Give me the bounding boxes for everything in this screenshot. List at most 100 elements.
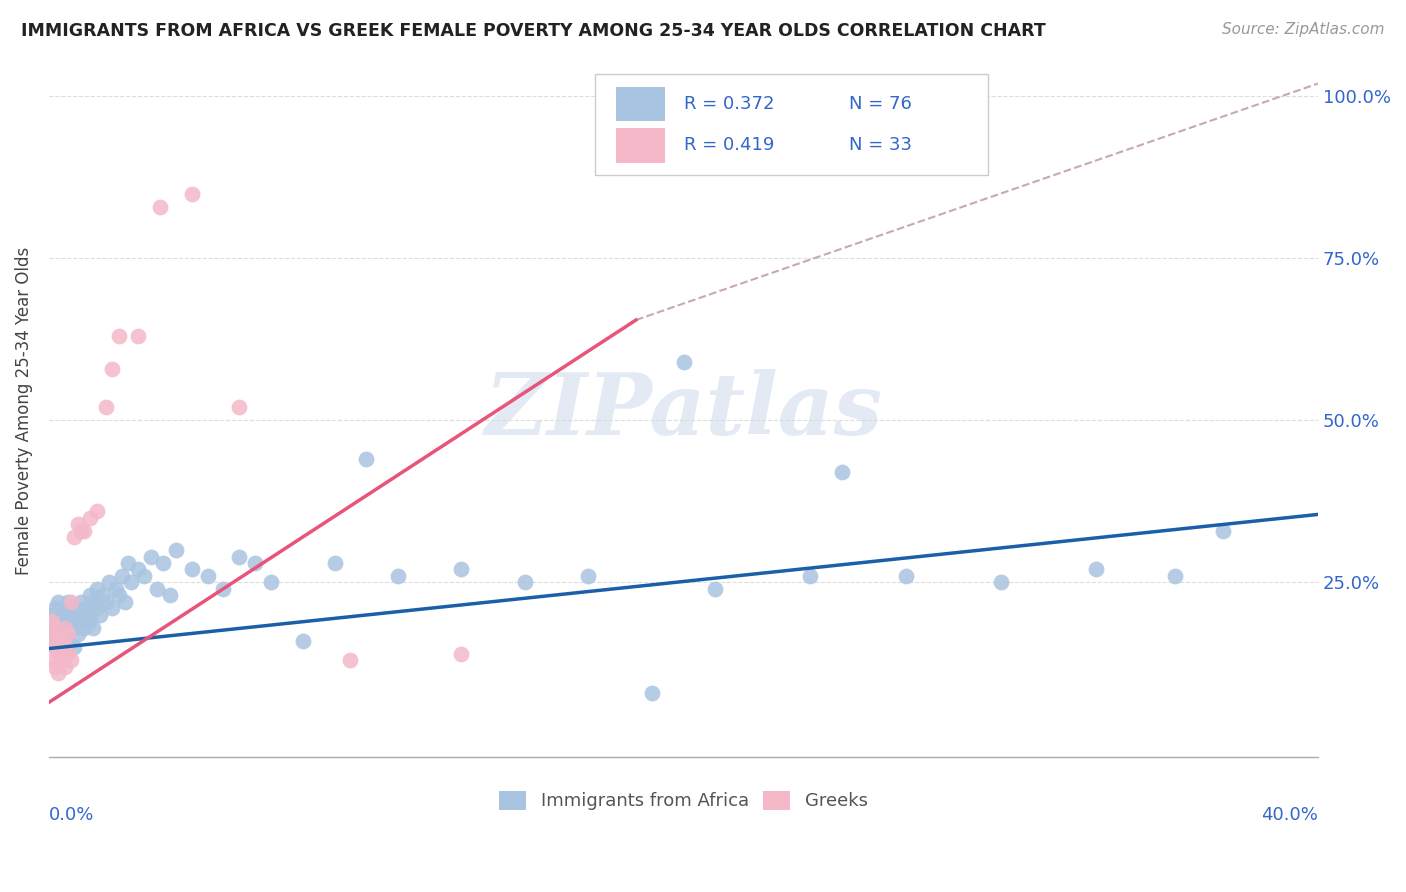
Point (260, 575, 283, 590)
Point (339, 653, 361, 667)
Point (450, 562, 472, 576)
Point (127, 329, 149, 343)
Point (799, 569, 821, 583)
Point (79, 615, 101, 629)
Point (86, 601, 108, 615)
Point (73, 601, 96, 615)
Point (48, 595, 70, 609)
Point (894, 569, 917, 583)
Text: Source: ZipAtlas.com: Source: ZipAtlas.com (1222, 22, 1385, 37)
Point (513, 575, 536, 590)
Point (73, 524, 96, 538)
Bar (616, 87, 665, 121)
Point (44, 601, 66, 615)
Point (66, 517, 89, 532)
Point (86, 504, 108, 518)
Point (82, 595, 104, 609)
Point (197, 569, 219, 583)
Point (82, 621, 104, 635)
Point (114, 595, 136, 609)
Point (48, 615, 70, 629)
Point (134, 569, 156, 583)
Point (91, 588, 114, 602)
Point (41, 615, 63, 629)
Point (51, 640, 73, 655)
Point (1164, 569, 1187, 583)
Text: ZIPatlas: ZIPatlas (485, 369, 883, 452)
Point (79, 510, 101, 524)
Point (41, 633, 63, 648)
Point (60, 601, 83, 615)
Point (94, 595, 117, 609)
Legend: Immigrants from Africa, Greeks: Immigrants from Africa, Greeks (492, 784, 875, 818)
Point (73, 621, 96, 635)
Point (89, 607, 111, 622)
Point (98, 575, 121, 590)
Point (101, 601, 124, 615)
Point (212, 582, 235, 596)
Point (44, 621, 66, 635)
Point (111, 569, 134, 583)
Point (53, 659, 76, 673)
Point (48, 627, 70, 641)
Point (44, 621, 66, 635)
Text: N = 76: N = 76 (849, 95, 911, 113)
Point (159, 588, 181, 602)
Point (76, 607, 98, 622)
Point (56, 647, 79, 661)
Point (121, 575, 143, 590)
Point (51, 653, 73, 667)
Point (60, 595, 83, 609)
Point (641, 685, 664, 699)
Point (66, 627, 89, 641)
Point (180, 562, 202, 576)
Point (48, 633, 70, 648)
Text: IMMIGRANTS FROM AFRICA VS GREEK FEMALE POVERTY AMONG 25-34 YEAR OLDS CORRELATION: IMMIGRANTS FROM AFRICA VS GREEK FEMALE P… (21, 22, 1046, 40)
Point (44, 659, 66, 673)
Point (69, 615, 91, 629)
Point (1085, 562, 1108, 576)
Point (101, 361, 124, 376)
Point (127, 562, 149, 576)
Point (53, 647, 76, 661)
Text: R = 0.419: R = 0.419 (683, 136, 773, 154)
Point (53, 627, 76, 641)
Point (576, 569, 599, 583)
Point (53, 607, 76, 622)
Point (139, 549, 162, 564)
Point (245, 556, 267, 570)
Point (117, 556, 139, 570)
Point (1212, 524, 1234, 538)
Point (165, 543, 187, 558)
Text: 40.0%: 40.0% (1261, 806, 1319, 824)
Point (104, 582, 127, 596)
Point (704, 582, 727, 596)
Text: 0.0%: 0.0% (49, 806, 94, 824)
Point (94, 401, 117, 415)
Point (63, 530, 86, 544)
Point (56, 615, 79, 629)
Point (291, 633, 314, 648)
Point (60, 621, 83, 635)
Point (79, 588, 101, 602)
Y-axis label: Female Poverty Among 25-34 Year Olds: Female Poverty Among 25-34 Year Olds (15, 246, 32, 574)
Point (63, 601, 86, 615)
Point (356, 452, 378, 467)
Point (450, 647, 472, 661)
Point (48, 647, 70, 661)
Text: R = 0.372: R = 0.372 (683, 95, 775, 113)
Point (51, 621, 73, 635)
Point (387, 569, 409, 583)
Point (831, 465, 853, 479)
Point (228, 549, 250, 564)
Point (228, 401, 250, 415)
Point (41, 627, 63, 641)
Point (69, 524, 91, 538)
Bar (616, 128, 665, 162)
FancyBboxPatch shape (595, 74, 988, 175)
Point (107, 329, 129, 343)
Point (48, 666, 70, 681)
Point (69, 595, 91, 609)
Point (63, 640, 86, 655)
Point (63, 621, 86, 635)
